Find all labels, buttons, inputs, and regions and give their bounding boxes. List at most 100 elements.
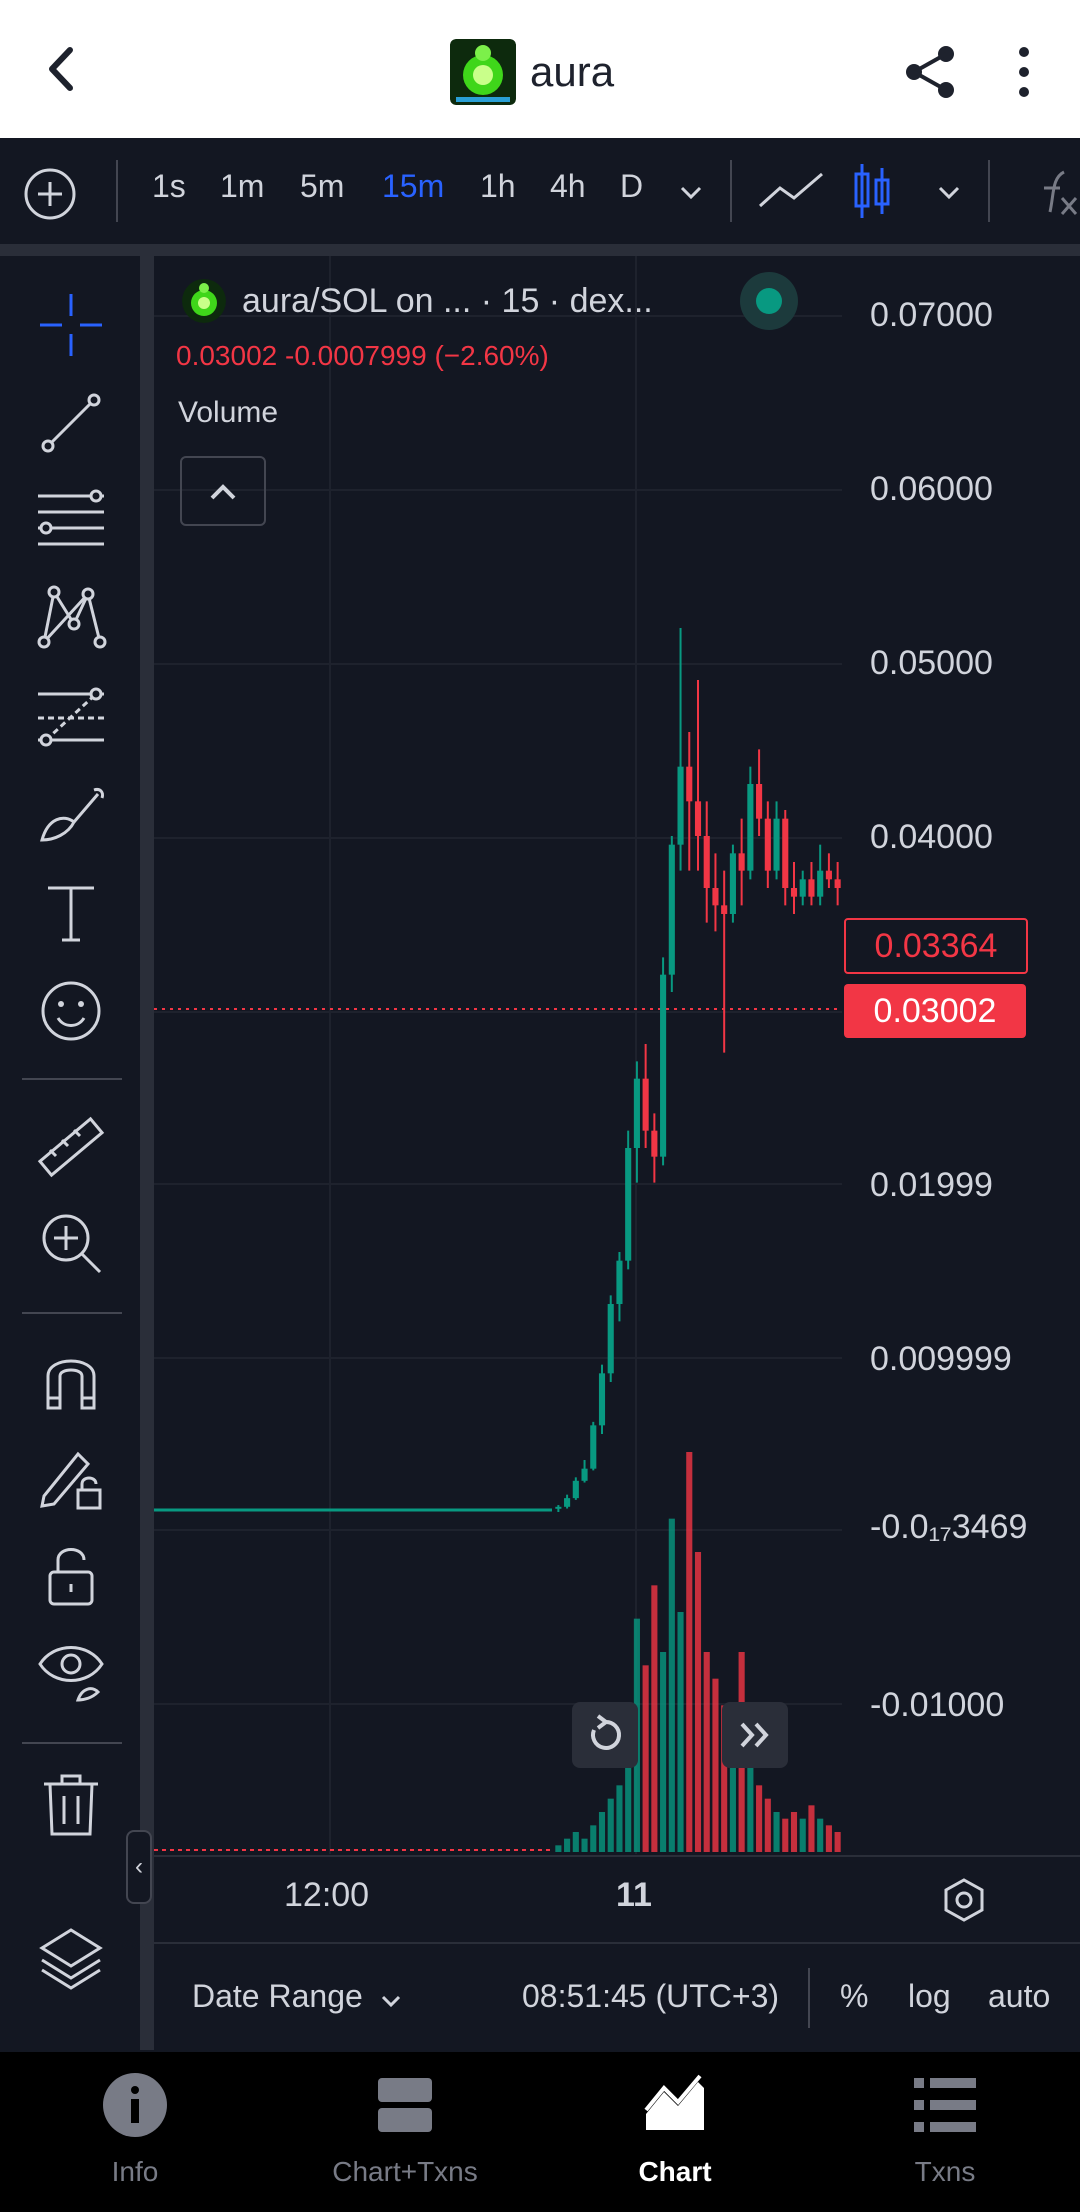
candle-body [616,1260,623,1304]
price-axis-label: 0.009999 [870,1340,1012,1378]
volume-bar [572,1832,579,1852]
volume-bar [747,1758,754,1852]
nav-chart-txns[interactable]: Chart+Txns [270,2052,540,2212]
clock-time[interactable]: 08:51:45 (UTC+3) [522,1978,780,2014]
candle-body [729,853,736,914]
log-scale-toggle[interactable]: log [908,1978,951,2014]
nav-chart[interactable]: Chart [540,2052,810,2212]
percent-scale-toggle[interactable]: % [840,1978,869,2014]
timeframe-1m[interactable]: 1m [220,168,265,204]
chevron-up-icon [210,484,236,500]
volume-bar [712,1678,719,1852]
magnet-icon[interactable] [34,1342,108,1416]
date-range-button[interactable]: Date Range [192,1978,363,2014]
volume-bar [825,1825,832,1852]
brush-icon[interactable] [34,778,108,852]
hide-drawings-icon[interactable] [34,1634,108,1708]
toolbar-divider [0,244,1080,256]
candle-body [764,818,771,871]
candle-body [607,1304,614,1374]
time-axis-label: 12:00 [284,1876,370,1914]
object-tree-layers-icon[interactable] [34,1922,108,1996]
nav-info[interactable]: Info [0,2052,270,2212]
axis-settings-icon[interactable] [940,1876,988,1924]
nav-chart-txns-label: Chart+Txns [332,2156,478,2187]
candle-body [660,974,667,1157]
chevron-down-icon[interactable] [378,1988,404,2014]
timeframe-1s[interactable]: 1s [152,168,186,204]
time-axis-label: 11 [616,1876,652,1914]
candle-body [668,844,675,975]
token-logo-icon [182,279,226,323]
trend-line-icon[interactable] [34,386,108,460]
candle-chart-type-icon[interactable] [852,160,892,222]
price-axis-label: 0.06000 [870,470,993,508]
chart-txns-icon [378,2078,432,2132]
volume-bar [703,1652,710,1852]
volume-bar [598,1812,606,1852]
back-arrow-icon[interactable] [30,34,100,104]
chart-area[interactable] [154,256,1080,2050]
crosshair-icon[interactable] [34,288,108,362]
token-logo-icon [450,39,516,105]
timeframe-4h[interactable]: 4h [550,168,586,204]
emoji-icon[interactable] [34,974,108,1048]
nav-txns-label: Txns [914,2156,976,2187]
pattern-tool-icon[interactable] [34,580,108,654]
volume-bar [790,1812,798,1852]
bottom-navigation: Info Chart+Txns Chart Txns [0,2052,1080,2212]
reset-chart-button[interactable] [572,1702,638,1768]
text-tool-icon[interactable] [34,876,108,950]
legend-collapse-button[interactable] [180,456,266,526]
chart-type-dropdown-icon[interactable] [934,178,964,208]
volume-bar [651,1585,658,1852]
candle-body [590,1425,597,1469]
previous-price-tag: 0.03364 [844,918,1028,974]
timeframe-dropdown-icon[interactable] [676,178,706,208]
top-app-bar: aura [0,0,1080,138]
projection-tool-icon[interactable] [34,680,108,754]
volume-bar [616,1785,623,1852]
price-chart[interactable] [154,256,1080,2050]
volume-bar [756,1785,763,1852]
indicators-fx-icon[interactable] [1030,164,1080,220]
auto-scale-toggle[interactable]: auto [988,1978,1051,2014]
toolbar-separator [116,160,118,222]
timeframe-15m[interactable]: 15m [382,168,445,204]
scroll-to-realtime-button[interactable] [722,1702,788,1768]
toolbar-separator [988,160,990,222]
volume-bar [773,1812,780,1852]
timeframe-5m[interactable]: 5m [300,168,345,204]
candle-body [817,870,824,897]
candle-body [721,905,728,914]
fib-lines-icon[interactable] [34,482,108,556]
candle-body [834,879,841,888]
token-title: aura [450,38,614,106]
timeframe-1h[interactable]: 1h [480,168,516,204]
volume-bar [607,1798,614,1852]
volume-label[interactable]: Volume [178,396,279,429]
drawing-tools-panel [0,256,146,2050]
chart-toolbar: 1s 1m 5m 15m 1h 4h D [0,138,1080,244]
nav-txns[interactable]: Txns [810,2052,1080,2212]
share-icon[interactable] [900,40,964,104]
bottom-separator [808,1968,810,2028]
chart-legend: aura/SOL on ... · 15 · dex... [182,276,653,326]
trash-icon[interactable] [34,1768,108,1842]
chart-bottom-bar: Date Range 08:51:45 (UTC+3) % log auto [154,1942,1080,2052]
line-chart-type-icon[interactable] [756,166,826,216]
volume-bar [625,1705,632,1852]
add-symbol-icon[interactable] [22,166,78,222]
zoom-in-icon[interactable] [34,1206,108,1280]
candle-body [598,1373,606,1426]
more-vertical-icon[interactable] [1000,40,1050,104]
candle-body [555,1506,562,1509]
candle-body [703,836,710,888]
symbol-label[interactable]: aura/SOL on ... · 15 · dex... [242,281,653,320]
timeframe-d[interactable]: D [620,168,644,204]
lock-all-icon[interactable] [34,1538,108,1612]
collapse-tools-button[interactable]: ‹ [126,1830,152,1904]
lock-drawing-icon[interactable] [34,1440,108,1514]
ruler-icon[interactable] [34,1110,108,1184]
volume-bar [686,1452,693,1852]
